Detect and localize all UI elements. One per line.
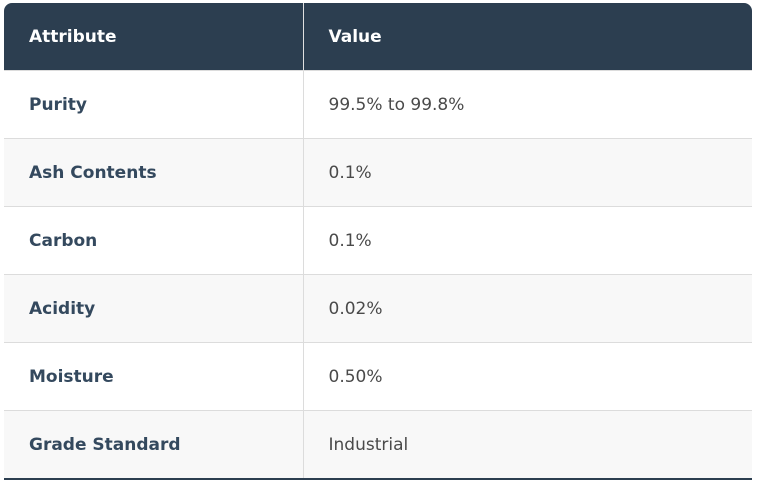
table-row: Ash Contents 0.1% [4, 138, 752, 207]
attribute-cell: Acidity [4, 274, 303, 343]
table-row: Purity 99.5% to 99.8% [4, 70, 752, 139]
attribute-cell: Purity [4, 70, 303, 139]
header-cell: Attribute [4, 3, 303, 71]
value-cell: Industrial [302, 410, 752, 478]
attribute-cell: Ash Contents [4, 138, 303, 207]
attribute-table: Attribute Value Purity 99.5% to 99.8% Ash … [4, 3, 752, 478]
attribute-cell: Moisture [4, 342, 303, 411]
attribute-cell: Carbon [4, 206, 303, 275]
value-cell: 0.1% [302, 138, 752, 207]
table-row: Carbon 0.1% [4, 206, 752, 275]
header-row: Attribute Value [4, 3, 752, 71]
table-body: Purity 99.5% to 99.8% Ash Contents 0.1% Carb… [4, 70, 752, 478]
value-cell: 0.1% [302, 206, 752, 275]
value-cell: 0.02% [302, 274, 752, 343]
table-row: Moisture 0.50% [4, 342, 752, 411]
table-row: Acidity 0.02% [4, 274, 752, 343]
header-cell: Value [302, 3, 752, 71]
table-row: Grade Standard Industrial [4, 410, 752, 478]
value-cell: 0.50% [302, 342, 752, 411]
value-cell: 99.5% to 99.8% [302, 70, 752, 139]
attribute-cell: Grade Standard [4, 410, 303, 478]
table-container: Attribute Value Purity 99.5% to 99.8% Ash … [4, 3, 752, 480]
